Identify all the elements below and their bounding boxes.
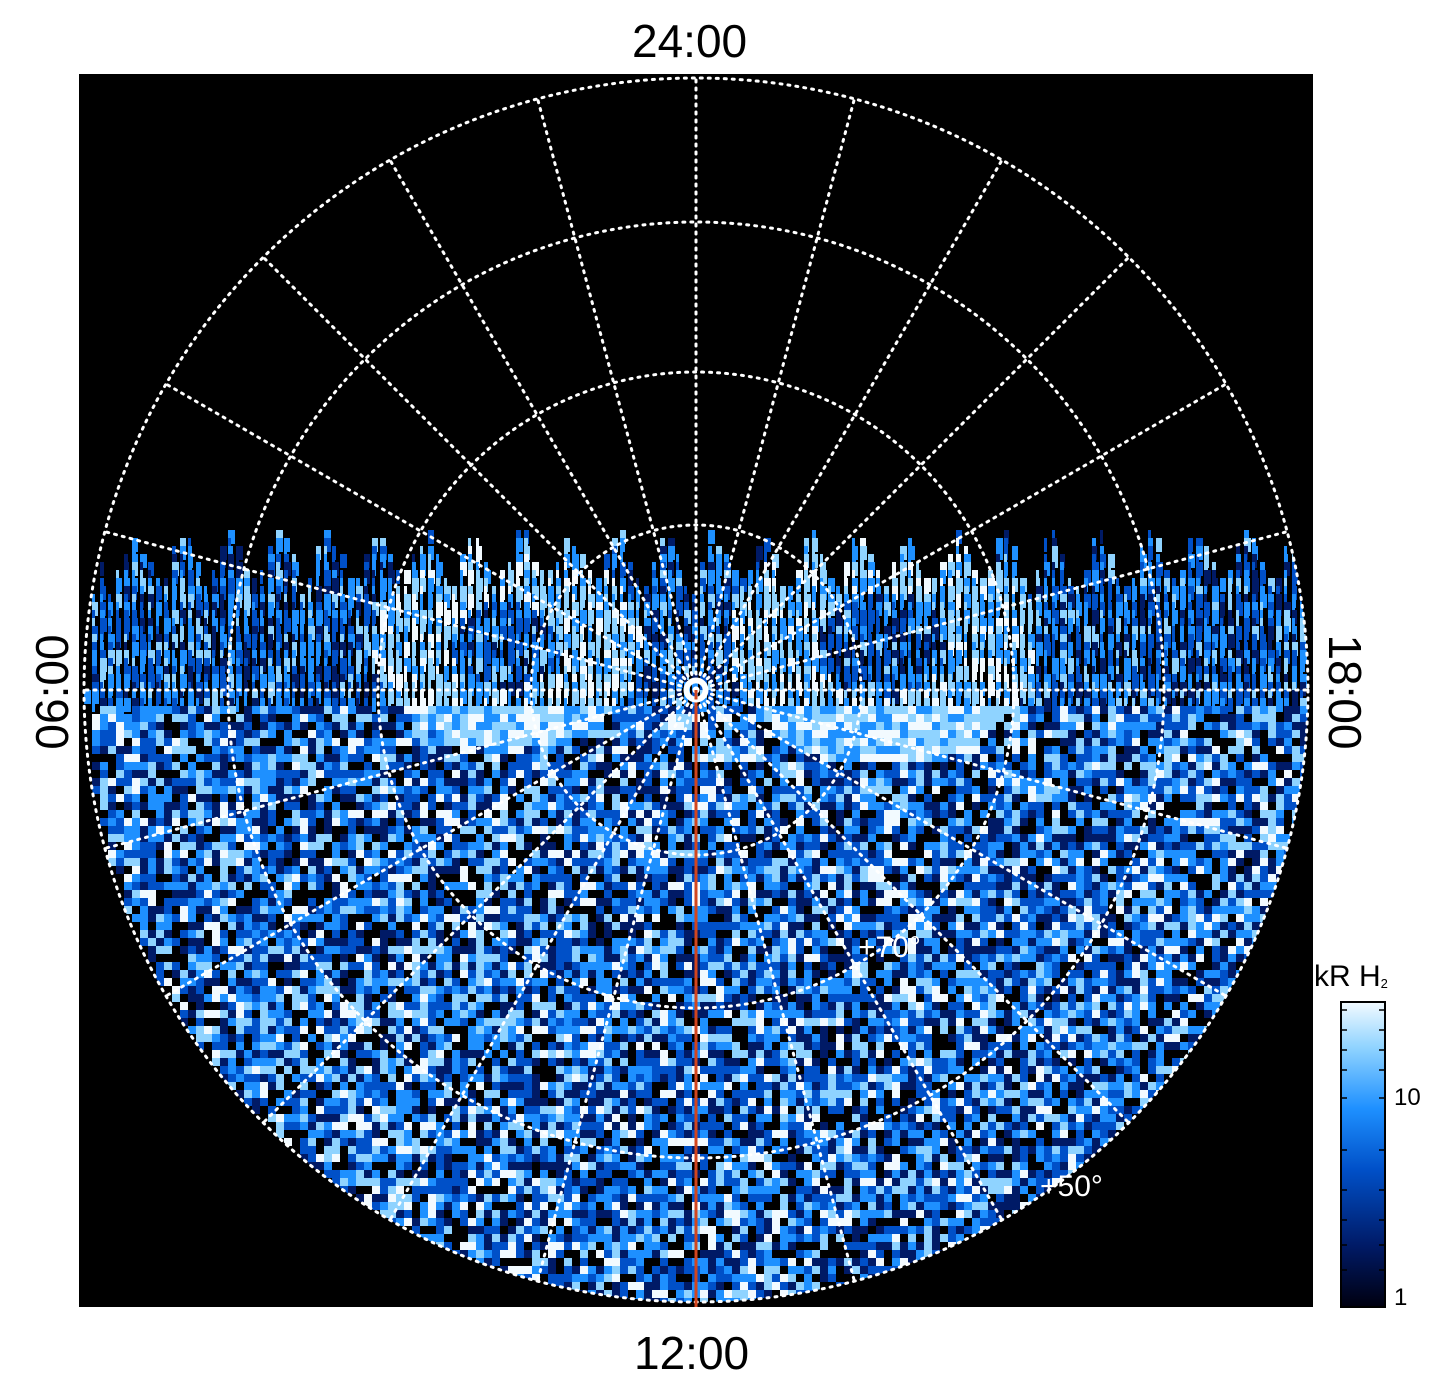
dawn-label: 06:00 — [26, 634, 78, 750]
meridian-line — [694, 97, 856, 692]
meridian-line — [261, 688, 698, 1125]
meridian-line — [388, 688, 698, 1222]
colorbar-ticks — [1341, 1009, 1385, 1271]
latitude-label-50: +50° — [1040, 1170, 1103, 1203]
meridian-line — [536, 97, 698, 692]
meridian-line — [694, 530, 1289, 692]
meridian-line — [694, 688, 1131, 1125]
meridian-line — [536, 688, 698, 1283]
midnight-label: 24:00 — [632, 15, 748, 67]
meridian-line — [694, 688, 1289, 850]
meridian-line — [694, 158, 1004, 692]
colorbar-title: kR H2 — [1314, 960, 1388, 993]
meridian-line — [388, 158, 698, 692]
meridian-line — [261, 255, 698, 692]
meridian-line — [164, 688, 698, 998]
meridian-line — [694, 688, 1004, 1222]
meridian-line — [103, 688, 698, 850]
pole-marker — [683, 677, 709, 703]
dusk-label: 18:00 — [1319, 634, 1371, 750]
noon-label: 12:00 — [634, 1327, 750, 1379]
meridian-line — [694, 255, 1131, 692]
meridian-line — [694, 382, 1228, 692]
meridian-line — [164, 382, 698, 692]
latitude-label-70: +70° — [858, 931, 921, 964]
meridian-line — [103, 530, 698, 692]
meridian-line — [694, 688, 1228, 998]
colorbar — [1340, 1001, 1386, 1308]
meridian-line — [694, 688, 856, 1283]
colorbar-tick-10: 10 — [1394, 1084, 1421, 1111]
colorbar-tick-1: 1 — [1394, 1284, 1408, 1311]
